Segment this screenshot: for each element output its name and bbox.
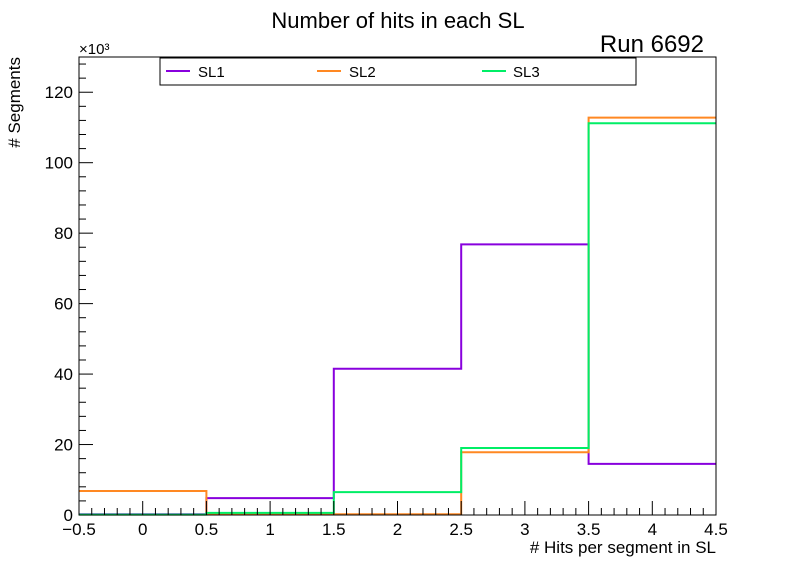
legend-box <box>159 57 637 86</box>
x-tick-label: 3 <box>520 520 529 539</box>
legend-label-sl2: SL2 <box>349 64 376 81</box>
y-tick-label: 100 <box>45 154 73 173</box>
x-tick-label: 2 <box>393 520 402 539</box>
y-tick-label: 0 <box>64 506 73 525</box>
x-tick-label: −0.5 <box>62 520 96 539</box>
x-tick-label: 0.5 <box>195 520 219 539</box>
series-sl3-step <box>79 122 716 516</box>
x-tick-label: 4 <box>648 520 657 539</box>
run-annotation: Run 6692 <box>600 31 704 58</box>
series-sl1-step <box>79 243 716 516</box>
y-tick-label: 40 <box>54 365 73 384</box>
legend: SL1 SL2 SL3 <box>159 57 637 86</box>
x-tick-label: 0 <box>138 520 147 539</box>
y-axis-label: # Segments <box>5 57 24 148</box>
x-tick-label: 3.5 <box>577 520 601 539</box>
x-tick-label: 1 <box>265 520 274 539</box>
series-sl2-step <box>79 116 716 516</box>
y-tick-label: 60 <box>54 295 73 314</box>
x-axis-label: # Hits per segment in SL <box>530 538 716 557</box>
y-tick-label: 20 <box>54 436 73 455</box>
x-tick-label: 4.5 <box>704 520 728 539</box>
plot-frame <box>78 56 717 516</box>
plot-area <box>79 116 716 516</box>
y-tick-label: 80 <box>54 224 73 243</box>
legend-label-sl3: SL3 <box>513 64 540 81</box>
chart-title: Number of hits in each SL <box>271 8 524 33</box>
x-tick-label: 1.5 <box>322 520 346 539</box>
y-tick-label: 120 <box>45 83 73 102</box>
legend-label-sl1: SL1 <box>198 64 225 81</box>
x-tick-label: 2.5 <box>449 520 473 539</box>
y-exponent-label: ×10³ <box>79 41 109 58</box>
